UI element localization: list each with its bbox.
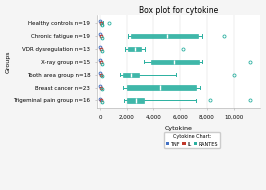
X-axis label: Cytokine: Cytokine [165,126,193,131]
Bar [127,98,144,102]
Bar [127,86,196,90]
Bar [123,73,139,77]
Legend: TNF, IL, RANTES: TNF, IL, RANTES [164,132,220,148]
Y-axis label: Groups: Groups [6,51,11,73]
Bar [131,34,198,38]
Title: Box plot for cytokine: Box plot for cytokine [139,6,218,15]
Bar [151,60,199,64]
Bar [100,21,101,25]
Bar [128,47,142,51]
